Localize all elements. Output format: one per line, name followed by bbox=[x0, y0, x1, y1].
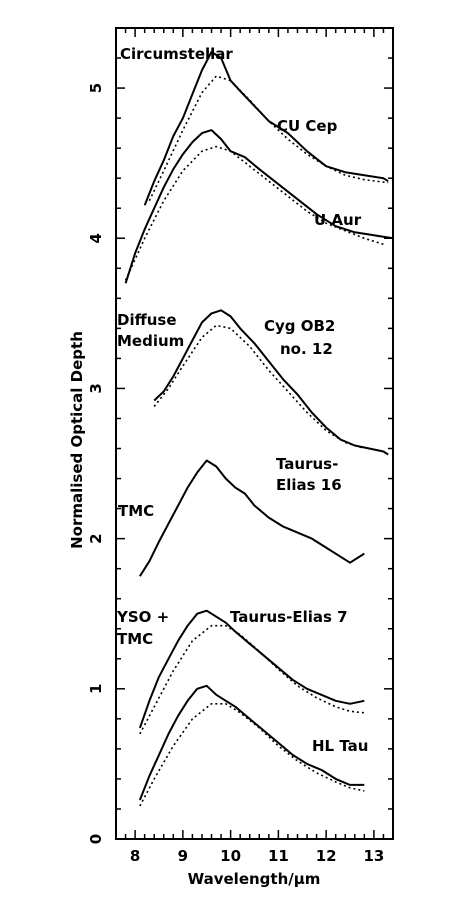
label-no-12: no. 12 bbox=[280, 340, 333, 358]
series-line-cyg-ob2 bbox=[153, 309, 389, 456]
label-taurus: Taurus- bbox=[276, 455, 338, 473]
series-line-hl-tau bbox=[138, 684, 365, 801]
label-diffuse: Diffuse bbox=[117, 311, 177, 329]
label-tmc: TMC bbox=[118, 502, 154, 520]
series-line-u-aur-model bbox=[124, 145, 384, 281]
series-line-cu-cep bbox=[143, 51, 389, 206]
axis-ticks bbox=[115, 27, 394, 840]
y-axis-title: Normalised Optical Depth bbox=[68, 331, 86, 549]
series-group bbox=[124, 51, 394, 807]
label-medium: Medium bbox=[117, 332, 184, 350]
label-yso: YSO + bbox=[116, 608, 169, 626]
series-line-te7-model bbox=[139, 624, 365, 735]
label-u-aur: U Aur bbox=[314, 211, 362, 229]
x-tick-label: 9 bbox=[178, 847, 188, 865]
y-tick-label: 4 bbox=[87, 233, 105, 243]
y-tick-label: 2 bbox=[87, 533, 105, 543]
x-tick-label: 12 bbox=[316, 847, 337, 865]
y-tick-label: 1 bbox=[87, 684, 105, 694]
series-line-cu-cep-model bbox=[148, 75, 389, 202]
label-elias-16: Elias 16 bbox=[276, 476, 342, 494]
x-axis-title: Wavelength/μm bbox=[188, 870, 321, 888]
x-tick-label: 11 bbox=[268, 847, 289, 865]
series-line-te7 bbox=[138, 609, 365, 729]
y-tick-label: 5 bbox=[87, 83, 105, 93]
label-yso-tmc: TMC bbox=[117, 630, 153, 648]
label-cyg-ob2: Cyg OB2 bbox=[264, 317, 335, 335]
x-tick-label: 8 bbox=[130, 847, 140, 865]
series-line-cyg-ob2-model bbox=[153, 324, 365, 450]
label-cu-cep: CU Cep bbox=[277, 117, 338, 135]
label-circumstellar: Circumstellar bbox=[120, 45, 233, 63]
label-hl-tau: HL Tau bbox=[312, 737, 368, 755]
series-line-taurus-elias-16 bbox=[139, 459, 365, 577]
label-taurus-elias-7: Taurus-Elias 7 bbox=[230, 608, 348, 626]
x-tick-label: 13 bbox=[363, 847, 384, 865]
series-line-u-aur bbox=[124, 129, 394, 284]
x-tick-label: 10 bbox=[220, 847, 241, 865]
plot-frame bbox=[115, 27, 394, 840]
y-tick-label: 3 bbox=[87, 383, 105, 393]
y-tick-label: 0 bbox=[87, 834, 105, 844]
